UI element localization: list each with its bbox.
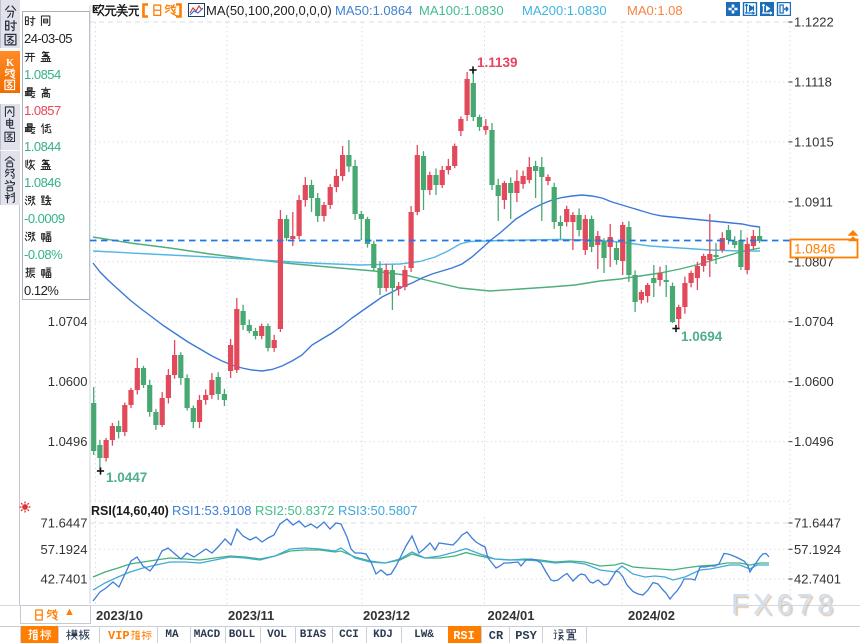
svg-text:1.0496: 1.0496 [794, 434, 834, 449]
svg-text:RSI1:53.9108: RSI1:53.9108 [172, 503, 252, 518]
svg-text:RSI2:50.8372: RSI2:50.8372 [255, 503, 335, 518]
svg-text:1.0496: 1.0496 [48, 434, 88, 449]
svg-text:42.7401: 42.7401 [794, 572, 841, 587]
svg-text:42.7401: 42.7401 [41, 572, 88, 587]
svg-text:1.0704: 1.0704 [794, 314, 834, 329]
svg-text:1.0447: 1.0447 [106, 470, 147, 485]
svg-text:1.0846: 1.0846 [794, 242, 835, 257]
svg-text:1.1139: 1.1139 [477, 55, 518, 70]
svg-text:1.1015: 1.1015 [794, 134, 834, 149]
svg-text:71.6447: 71.6447 [794, 516, 841, 531]
svg-text:71.6447: 71.6447 [41, 516, 88, 531]
svg-text:1.0704: 1.0704 [48, 314, 88, 329]
svg-text:57.1924: 57.1924 [41, 542, 88, 557]
svg-text:1.0911: 1.0911 [794, 194, 833, 209]
svg-text:1.0694: 1.0694 [681, 329, 723, 344]
svg-text:RSI3:50.5807: RSI3:50.5807 [338, 503, 418, 518]
svg-text:57.1924: 57.1924 [794, 542, 841, 557]
svg-text:1.1222: 1.1222 [794, 15, 834, 30]
svg-text:K: K [6, 58, 15, 68]
svg-text:1.1118: 1.1118 [794, 75, 832, 90]
svg-text:1.0600: 1.0600 [48, 374, 88, 389]
svg-text:RSI(14,60,40): RSI(14,60,40) [91, 504, 169, 518]
svg-text:1.0600: 1.0600 [794, 374, 834, 389]
